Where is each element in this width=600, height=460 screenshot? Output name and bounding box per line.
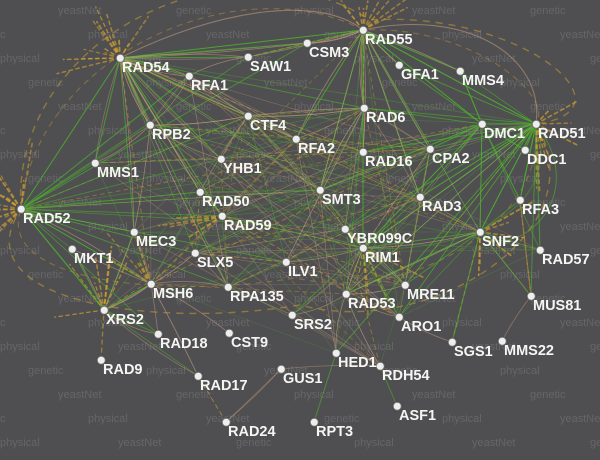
svg-text:physical: physical [88, 125, 128, 137]
svg-text:yeastNet: yeastNet [58, 5, 101, 17]
svg-text:physical: physical [0, 437, 40, 449]
svg-text:genetic: genetic [590, 245, 600, 257]
svg-text:genetic: genetic [28, 269, 64, 281]
svg-text:physical: physical [500, 77, 540, 89]
svg-text:physical: physical [442, 413, 482, 425]
svg-text:physical: physical [442, 317, 482, 329]
svg-text:yeastNet: yeastNet [412, 389, 455, 401]
svg-text:yeastNet: yeastNet [58, 389, 101, 401]
svg-text:yeastNet: yeastNet [264, 77, 307, 89]
svg-text:physical: physical [88, 413, 128, 425]
svg-text:genetic: genetic [590, 341, 600, 353]
svg-text:yeastNet: yeastNet [412, 5, 455, 17]
svg-text:yeastNet: yeastNet [472, 437, 515, 449]
svg-text:yeastNet: yeastNet [206, 317, 249, 329]
svg-text:yeastNet: yeastNet [560, 413, 600, 425]
svg-text:physical: physical [500, 365, 540, 377]
svg-text:yeastNet: yeastNet [206, 29, 249, 41]
svg-text:yeastNet: yeastNet [118, 341, 161, 353]
svg-text:physical: physical [146, 365, 186, 377]
svg-text:physical: physical [0, 149, 40, 161]
svg-text:genetic: genetic [0, 317, 6, 329]
svg-text:genetic: genetic [28, 77, 64, 89]
svg-text:yeastNet: yeastNet [58, 101, 101, 113]
svg-text:genetic: genetic [0, 125, 6, 137]
svg-text:physical: physical [146, 173, 186, 185]
svg-text:genetic: genetic [176, 5, 212, 17]
svg-text:yeastNet: yeastNet [412, 101, 455, 113]
svg-text:genetic: genetic [530, 389, 566, 401]
svg-text:physical: physical [500, 269, 540, 281]
svg-text:genetic: genetic [590, 149, 600, 161]
svg-text:yeastNet: yeastNet [560, 29, 600, 41]
svg-text:genetic: genetic [0, 29, 6, 41]
svg-text:physical: physical [354, 437, 394, 449]
svg-text:genetic: genetic [28, 365, 64, 377]
svg-text:genetic: genetic [0, 413, 6, 425]
svg-text:genetic: genetic [530, 5, 566, 17]
svg-text:yeastNet: yeastNet [560, 221, 600, 233]
svg-text:physical: physical [0, 341, 40, 353]
svg-text:physical: physical [294, 389, 334, 401]
svg-text:physical: physical [0, 245, 40, 257]
svg-text:genetic: genetic [590, 437, 600, 449]
svg-text:yeastNet: yeastNet [118, 437, 161, 449]
svg-text:genetic: genetic [590, 53, 600, 65]
svg-text:physical: physical [354, 341, 394, 353]
svg-text:physical: physical [0, 53, 40, 65]
svg-text:yeastNet: yeastNet [560, 317, 600, 329]
